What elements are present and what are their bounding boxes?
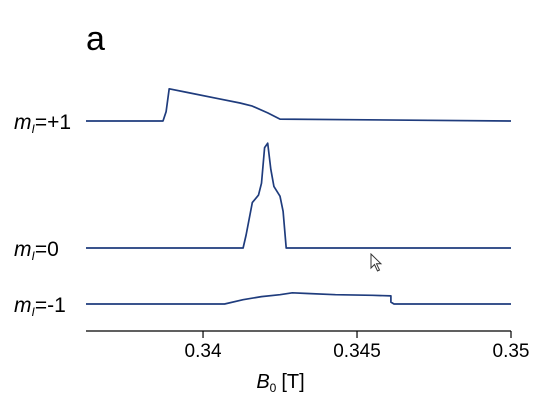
row-label-value: =0	[35, 238, 59, 261]
row-label-subscript: I	[32, 249, 36, 263]
row-label-symbol: m	[14, 238, 32, 261]
x-axis-symbol: B	[256, 371, 269, 393]
x-tick-label-3: 0.35	[493, 341, 530, 362]
row-label-value: =+1	[35, 111, 71, 134]
x-axis-unit: [T]	[281, 371, 304, 393]
x-tick-label-2: 0.345	[333, 341, 381, 362]
x-axis-ticks: 0.34 0.345 0.35	[185, 331, 530, 362]
row-label-symbol: m	[14, 111, 32, 134]
spectrum-traces	[86, 87, 512, 305]
row-labels: mI=+1mI=0mI=-1	[14, 111, 71, 319]
x-axis-subscript: 0	[270, 381, 277, 395]
x-tick-label-1: 0.34	[185, 341, 222, 362]
row-label-3: mI=-1	[14, 294, 66, 319]
row-label-subscript: I	[32, 305, 36, 319]
row-label-value: =-1	[35, 294, 66, 317]
row-label-subscript: I	[32, 122, 36, 136]
x-axis-label: B0 [T]	[256, 371, 304, 395]
mouse-pointer-icon	[370, 253, 383, 272]
row-label-2: mI=0	[14, 238, 59, 263]
trace-series-2	[86, 142, 511, 249]
row-label-symbol: m	[14, 294, 32, 317]
trace-series-3	[86, 291, 511, 305]
row-label-1: mI=+1	[14, 111, 71, 136]
panel-letter: a	[86, 20, 105, 58]
trace-series-1	[86, 87, 512, 122]
